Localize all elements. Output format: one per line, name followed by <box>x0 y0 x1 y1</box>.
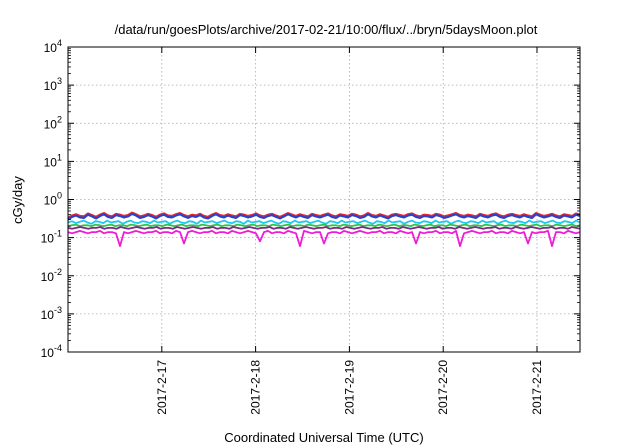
y-axis-label: cGy/day <box>10 176 25 224</box>
x-tick-label: 2017-2-21 <box>530 360 544 415</box>
y-tick-label: 103 <box>44 76 62 93</box>
chart-title: /data/run/goesPlots/archive/2017-02-21/1… <box>115 22 538 37</box>
series-layer <box>67 211 581 247</box>
x-tick-label: 2017-2-20 <box>436 360 450 415</box>
y-tick-exponent: 4 <box>57 38 62 48</box>
series-line-3 <box>67 219 581 225</box>
y-tick-label: 10-4 <box>41 343 62 360</box>
y-tick-exponent: 0 <box>57 191 62 201</box>
y-tick-exponent: -3 <box>54 305 62 315</box>
y-tick-base: 10 <box>41 346 55 360</box>
y-tick-exponent: -1 <box>54 229 62 239</box>
series-line-5 <box>67 226 581 230</box>
x-tick-label: 2017-2-19 <box>342 360 356 415</box>
y-tick-label: 10-3 <box>41 305 62 322</box>
y-tick-base: 10 <box>44 117 58 131</box>
y-tick-base: 10 <box>41 308 55 322</box>
y-tick-base: 10 <box>41 270 55 284</box>
y-tick-base: 10 <box>44 79 58 93</box>
series-line-6 <box>67 230 581 247</box>
grid <box>68 47 580 352</box>
y-tick-base: 10 <box>44 194 58 208</box>
y-tick-exponent: -4 <box>54 343 62 353</box>
x-axis-label: Coordinated Universal Time (UTC) <box>224 430 423 445</box>
y-tick-base: 10 <box>41 232 55 246</box>
y-tick-exponent: -2 <box>54 267 62 277</box>
y-tick-label: 100 <box>44 191 62 208</box>
x-tick-label: 2017-2-18 <box>249 360 263 415</box>
series-line-2 <box>67 212 581 221</box>
y-tick-label: 10-2 <box>41 267 62 284</box>
y-tick-exponent: 1 <box>57 152 62 162</box>
y-tick-exponent: 3 <box>57 76 62 86</box>
series-line-4 <box>67 223 581 227</box>
y-tick-exponent: 2 <box>57 114 62 124</box>
y-tick-base: 10 <box>44 155 58 169</box>
x-axis: 2017-2-17 2017-2-18 2017-2-19 2017-2-20 2017… <box>155 47 544 415</box>
y-tick-label: 10-1 <box>41 229 62 246</box>
y-tick-label: 102 <box>44 114 62 131</box>
y-tick-base: 10 <box>44 41 58 55</box>
y-tick-label: 104 <box>44 38 62 55</box>
x-tick-label: 2017-2-17 <box>155 360 169 415</box>
series-line-1 <box>67 211 581 219</box>
y-tick-label: 101 <box>44 152 62 169</box>
